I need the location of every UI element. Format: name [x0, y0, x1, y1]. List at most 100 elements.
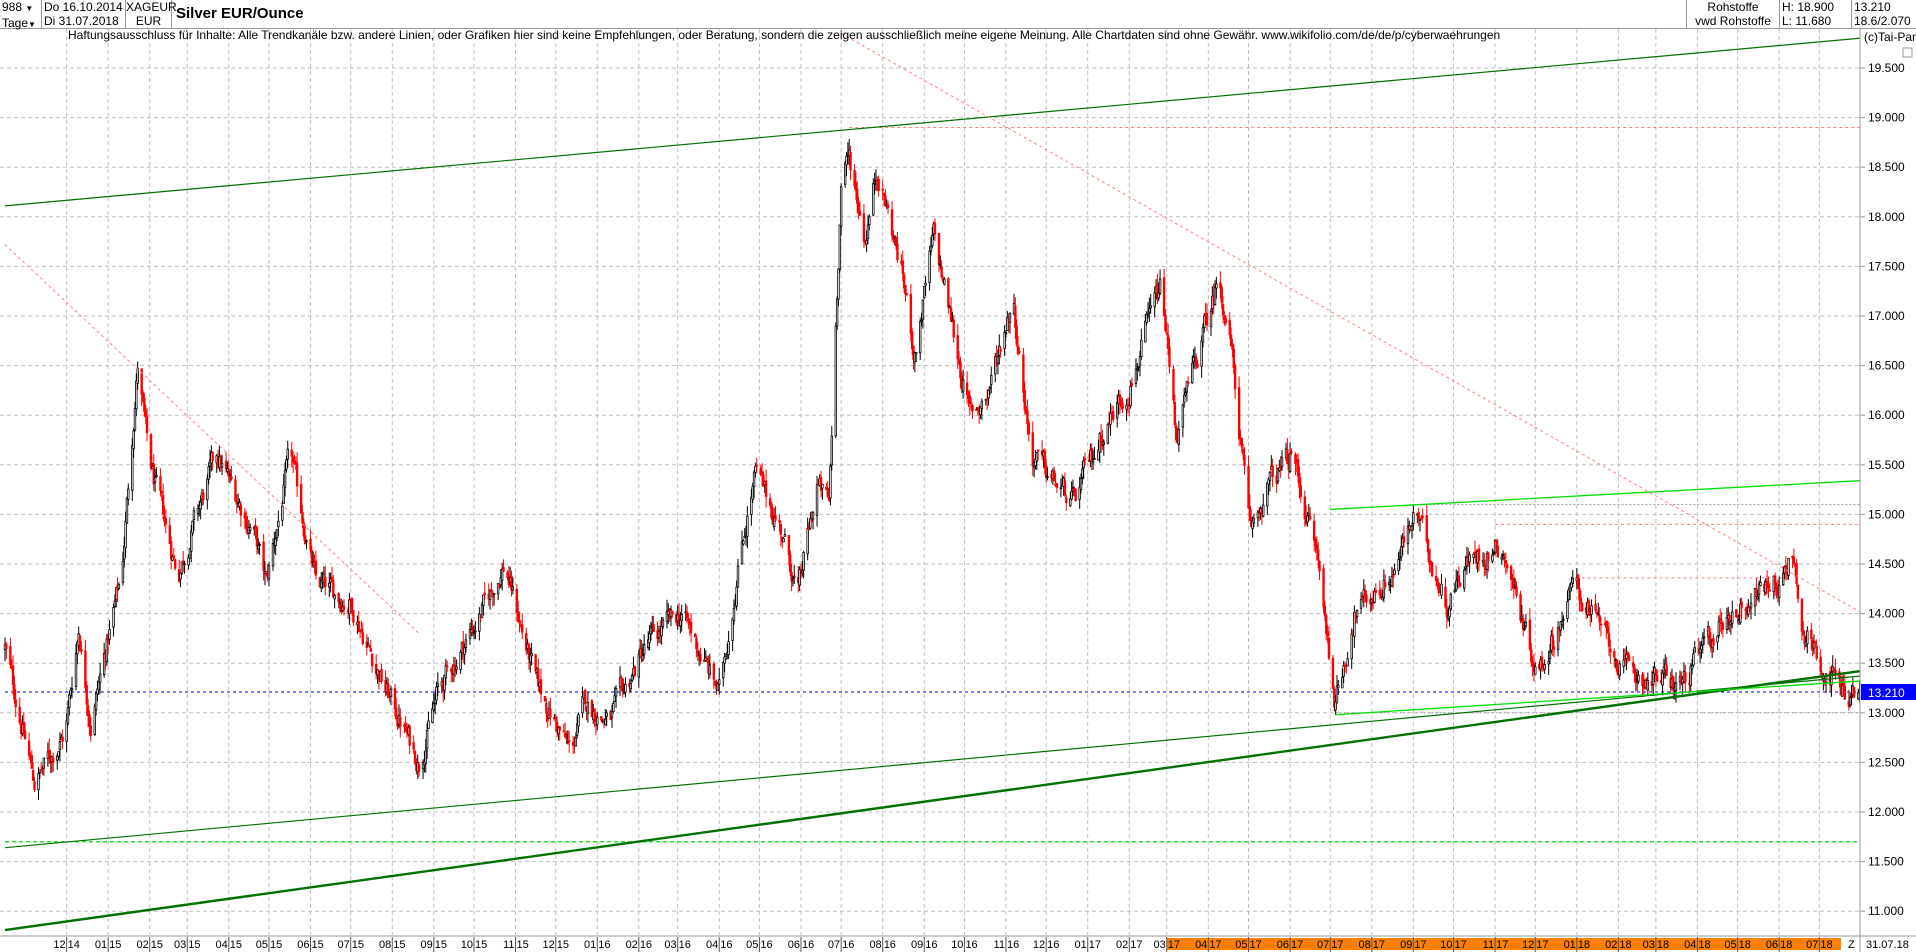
currency: EUR: [135, 14, 162, 28]
period-dropdown[interactable]: Tage▼: [2, 16, 36, 30]
candle-up: [1689, 665, 1692, 686]
candle-down: [1626, 652, 1629, 656]
candle-down: [219, 456, 222, 468]
candle-up: [581, 696, 584, 714]
candle-down: [1768, 589, 1771, 592]
x-tick-month: 03: [1643, 939, 1655, 951]
candle-down: [768, 498, 772, 506]
candle-down: [1233, 365, 1237, 390]
candle-down: [1803, 636, 1806, 644]
x-tick-month: 08: [379, 939, 391, 951]
candle-down: [169, 541, 173, 560]
candle-up: [1079, 478, 1083, 490]
candle-down: [1719, 618, 1722, 621]
candle-down: [695, 637, 698, 650]
candle-up: [724, 655, 728, 660]
candle-down: [545, 702, 548, 714]
candle-down: [342, 605, 346, 611]
candle-up: [463, 647, 466, 655]
candle-down: [357, 621, 360, 632]
x-tick-month: 12: [1522, 939, 1534, 951]
date-range[interactable]: Do 16.10.2014 Di 31.07.2018: [42, 0, 126, 28]
y-tick-label: 13.500: [1868, 656, 1905, 670]
x-tick-month: 04: [706, 939, 718, 951]
candle-down: [89, 725, 92, 736]
candle-up: [1353, 611, 1356, 637]
candle-down: [1576, 574, 1580, 589]
candle-down: [445, 665, 449, 668]
candle-up: [1034, 458, 1037, 466]
candle-down: [965, 382, 969, 395]
candle-up: [478, 613, 481, 632]
candle-down: [1721, 622, 1725, 630]
bar-settings[interactable]: 988 ▼ Tage▼: [0, 0, 42, 30]
x-tick-month: 02: [626, 939, 638, 951]
candle-down: [857, 203, 860, 213]
candle-up: [740, 541, 744, 565]
candle-down: [1315, 544, 1319, 550]
candle-down: [1765, 580, 1769, 587]
candle-down: [1540, 656, 1544, 669]
candle-down: [968, 395, 972, 405]
x-tick-year: 16: [640, 939, 652, 951]
candle-up: [1125, 404, 1128, 410]
candle-up: [1148, 308, 1151, 313]
candle-up: [1145, 314, 1148, 324]
candle-up: [57, 751, 60, 757]
y-tick-label: 14.000: [1868, 607, 1905, 621]
candle-down: [789, 554, 792, 573]
candle-down: [1483, 559, 1486, 568]
candle-down: [498, 583, 501, 588]
candle-up: [791, 577, 795, 580]
candle-down: [301, 511, 304, 524]
candle-down: [849, 151, 852, 171]
candle-down: [1832, 668, 1836, 671]
candle-down: [1392, 574, 1395, 578]
candle-up: [1350, 633, 1353, 659]
candle-up: [943, 278, 946, 285]
candle-down: [1241, 448, 1245, 455]
candle-down: [712, 663, 716, 680]
candle-up: [226, 468, 229, 472]
range-value: 18.6/2.070: [1854, 14, 1911, 28]
candle-down: [949, 307, 953, 322]
candle-down: [239, 504, 243, 516]
candle-up: [283, 469, 287, 488]
candle-down: [1303, 496, 1307, 520]
candle-up: [1548, 651, 1552, 659]
candle-up: [1692, 653, 1695, 666]
candle-up: [328, 582, 331, 588]
candle-up: [133, 407, 137, 431]
candle-down: [1331, 657, 1335, 690]
candle-up: [1700, 644, 1703, 650]
candle-up: [665, 611, 669, 623]
candle-down: [78, 635, 82, 652]
disclaimer: Haftungsausschluss für Inhalte: Alle Tre…: [68, 28, 1501, 42]
x-tick-month: 01: [1564, 939, 1576, 951]
candle-down: [778, 519, 781, 523]
candle-down: [600, 716, 603, 721]
candle-up: [811, 512, 815, 520]
candle-up: [610, 710, 614, 718]
candle-up: [1209, 310, 1213, 328]
candle-up: [1359, 599, 1363, 609]
candle-up: [754, 465, 757, 473]
candle-up: [837, 268, 840, 300]
bar-count-dropdown[interactable]: 988 ▼: [2, 0, 34, 14]
x-tick-month: 12: [53, 939, 65, 951]
candle-up: [282, 484, 285, 504]
candle-up: [961, 379, 965, 393]
candle-up: [1307, 513, 1311, 516]
candle-down: [1605, 621, 1608, 628]
candle-up: [1759, 581, 1762, 586]
candle-down: [525, 633, 528, 651]
candle-up: [424, 750, 427, 764]
candle-up: [920, 320, 923, 323]
x-tick-month: 09: [911, 939, 923, 951]
candle-up: [1501, 554, 1505, 556]
x-tick-month: 10: [461, 939, 473, 951]
candle-down: [1014, 305, 1017, 328]
candle-up: [1346, 658, 1349, 667]
candle-down: [1613, 651, 1616, 658]
